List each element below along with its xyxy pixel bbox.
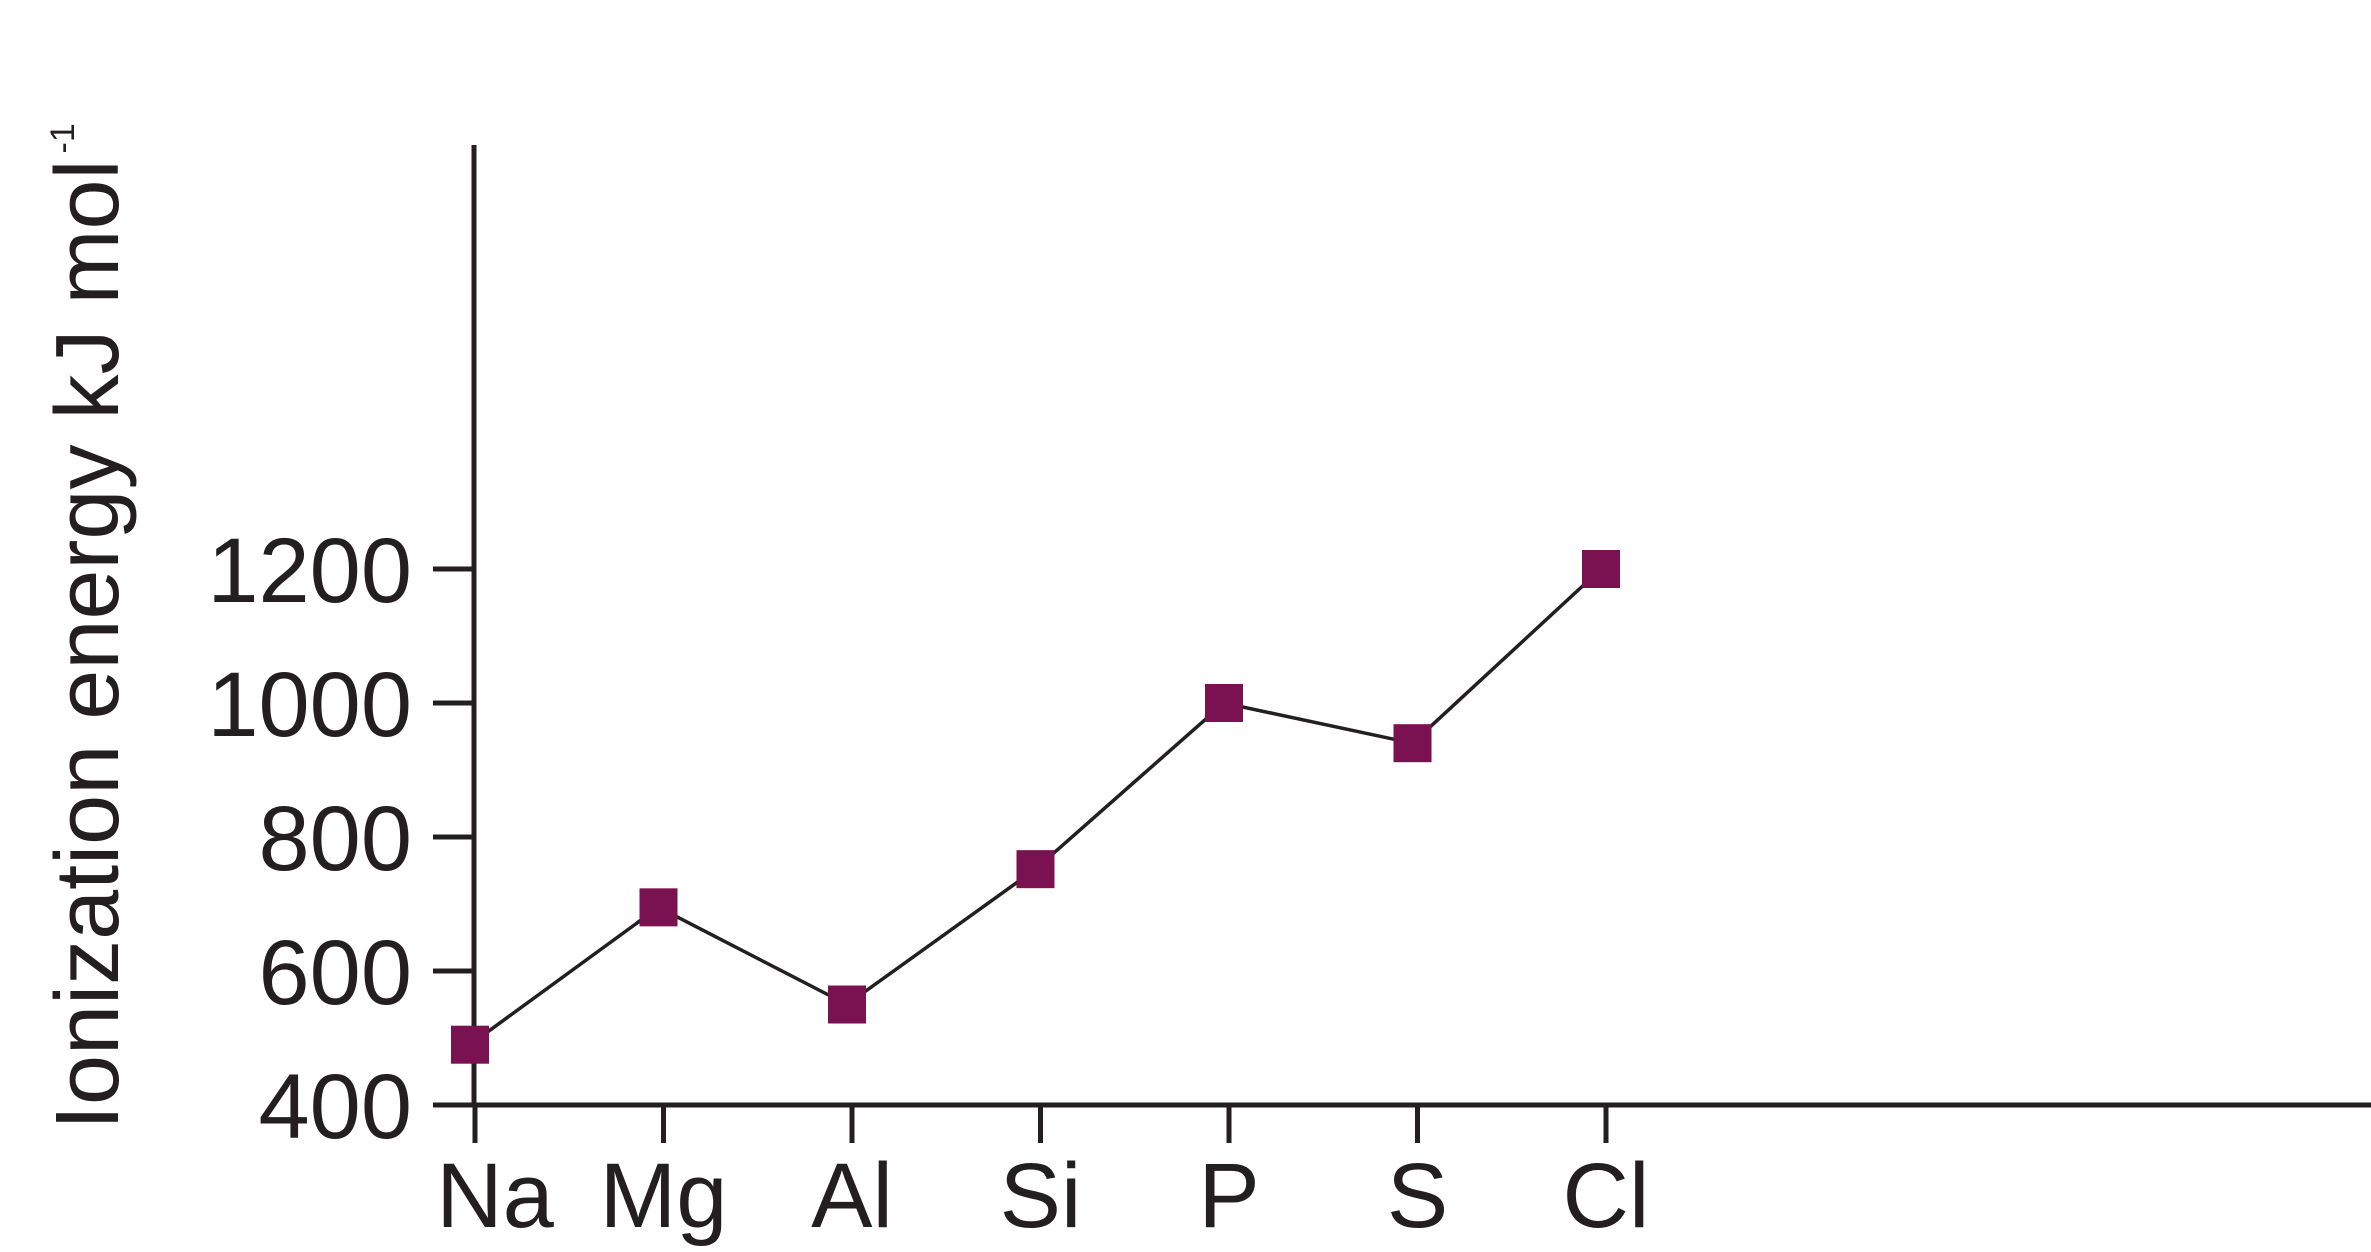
data-point-p (1205, 684, 1243, 722)
data-point-s (1393, 724, 1432, 763)
series-line (468, 567, 1603, 1047)
y-tick-label-600: 600 (259, 922, 413, 1024)
axes (433, 145, 2371, 1108)
y-tick-label-1200: 1200 (207, 520, 412, 622)
data-point-na (451, 1025, 489, 1064)
y-tick-label-400: 400 (259, 1056, 413, 1158)
y-axis-title: Ionization energy kJ mol (38, 160, 138, 1131)
x-tick-label-na: Na (436, 1145, 554, 1247)
y-axis-title-group: Ionization energy kJ mol -1 (38, 123, 138, 1130)
data-point-mg (639, 888, 678, 927)
x-tick-label-mg: Mg (600, 1145, 728, 1247)
y-tick-label-1000: 1000 (207, 654, 412, 756)
y-axis-title-superscript: -1 (44, 123, 82, 153)
data-point-cl (1582, 550, 1620, 588)
data-point-al (828, 985, 866, 1024)
series-group (451, 550, 1620, 1064)
x-tick-label-cl: Cl (1563, 1145, 1650, 1247)
x-tick-label-al: Al (811, 1145, 893, 1247)
data-point-si (1016, 850, 1055, 889)
x-tick-label-p: P (1198, 1145, 1259, 1247)
x-tick-label-si: Si (1000, 1145, 1082, 1247)
x-tick-label-s: S (1387, 1145, 1448, 1247)
x-ticks: Na Mg Al Si P S Cl (436, 1105, 1649, 1247)
y-tick-label-800: 800 (259, 788, 413, 890)
y-ticks: 400 600 800 1000 1200 (207, 520, 474, 1158)
